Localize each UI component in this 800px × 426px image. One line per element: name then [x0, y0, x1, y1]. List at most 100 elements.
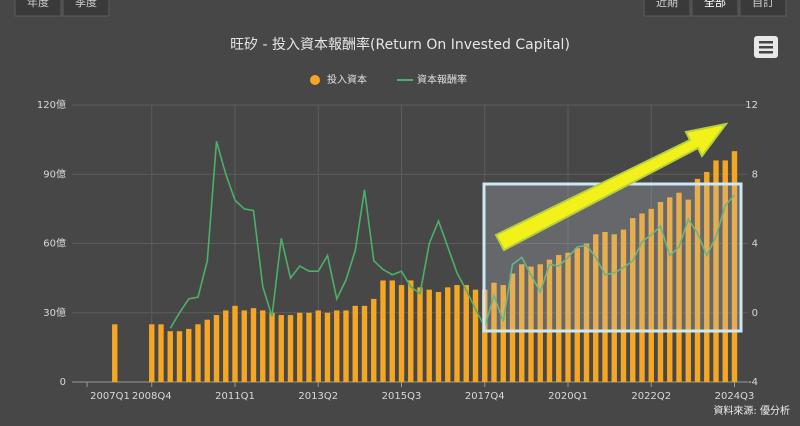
bar: [361, 305, 368, 382]
x-tick-label: 2013Q2: [298, 391, 338, 402]
bar: [306, 312, 312, 382]
bar: [195, 324, 201, 382]
y-tick-label: 30億: [43, 306, 66, 319]
source: 資料來源: 優分析: [713, 404, 790, 417]
bar: [176, 331, 183, 382]
bar: [519, 264, 525, 382]
x-tick-label: 2011Q1: [215, 391, 255, 402]
bar: [657, 201, 664, 382]
legend-label: 資本報酬率: [417, 73, 467, 86]
bar: [278, 315, 284, 382]
range-buttons: 近期 全部 自訂: [643, 0, 787, 17]
menu-icon[interactable]: [754, 36, 778, 58]
bar: [232, 305, 238, 382]
bar: [260, 310, 266, 382]
bar: [685, 199, 691, 382]
bar: [408, 280, 414, 382]
bar: [482, 289, 488, 382]
bar: [509, 273, 516, 382]
button-label: 自訂: [752, 0, 774, 9]
bar: [204, 319, 210, 382]
bar: [574, 248, 580, 382]
bar: [713, 160, 719, 382]
button[interactable]: [739, 0, 787, 17]
bar: [167, 331, 173, 382]
x-tick-label: 2008Q4: [132, 391, 172, 402]
y-tick-label: 90億: [43, 167, 66, 180]
bar: [269, 312, 275, 382]
bar: [472, 289, 479, 382]
y2-tick-label: 12: [745, 100, 758, 111]
bar: [556, 255, 562, 382]
bar: [343, 310, 349, 382]
bar: [213, 315, 220, 382]
bar: [297, 312, 303, 382]
x-tick-label: 2024Q3: [715, 391, 755, 402]
bar: [500, 285, 506, 382]
bar: [611, 234, 617, 382]
bar: [722, 160, 728, 382]
bar: [398, 285, 405, 382]
bar: [537, 264, 543, 382]
bar: [324, 312, 331, 382]
bar: [352, 305, 358, 382]
bar: [676, 192, 682, 382]
bar: [371, 298, 377, 382]
x-tick-label: 2015Q3: [382, 391, 422, 402]
button[interactable]: [14, 0, 62, 17]
bar: [315, 310, 321, 382]
bar: [223, 310, 229, 382]
bar: [565, 252, 571, 382]
bar: [417, 287, 423, 382]
y-tick-label: 120億: [37, 98, 66, 111]
y2-tick-label: -4: [748, 377, 758, 388]
bar: [731, 151, 738, 382]
bar: [241, 310, 247, 382]
y2-tick-label: 8: [752, 169, 758, 180]
bar: [334, 310, 340, 382]
bar: [620, 229, 627, 382]
y2-tick-label: 0: [752, 308, 758, 319]
bar: [380, 280, 386, 382]
y-tick-label: 0: [60, 377, 66, 388]
bar: [287, 315, 294, 382]
button[interactable]: [643, 0, 691, 17]
bar: [639, 213, 645, 382]
x-tick-label: 2020Q1: [548, 391, 588, 402]
bar: [389, 280, 395, 382]
button-label: 全部: [704, 0, 726, 9]
line: [169, 141, 736, 329]
bar: [630, 218, 636, 382]
bar: [546, 259, 553, 382]
button[interactable]: [62, 0, 110, 17]
bar: [445, 287, 451, 382]
chart-title: 旺矽 - 投入資本報酬率(Return On Invested Capital): [230, 36, 570, 53]
button-label: 近期: [656, 0, 678, 9]
x-tick-label: 2017Q4: [465, 391, 505, 402]
bar: [667, 197, 673, 382]
x-tick-label: 2022Q2: [631, 391, 671, 402]
bar: [149, 324, 155, 382]
bar: [593, 234, 599, 382]
button-label: 季度: [75, 0, 97, 9]
bar: [694, 178, 701, 382]
bar: [602, 231, 608, 382]
bar: [426, 289, 432, 382]
bar: [454, 285, 460, 382]
legend-marker: [310, 75, 320, 85]
bar: [583, 243, 590, 382]
annotation: [482, 122, 743, 333]
bar: [704, 171, 710, 382]
period-buttons: 年度 季度: [14, 0, 110, 17]
bar: [463, 285, 469, 382]
y2-tick-label: 4: [752, 239, 758, 250]
bar: [112, 324, 118, 382]
y-tick-label: 60億: [43, 237, 66, 250]
bar: [158, 324, 164, 382]
bar: [186, 328, 192, 382]
bar: [528, 266, 534, 382]
bar: [648, 208, 654, 382]
button[interactable]: [691, 0, 739, 17]
bar: [435, 291, 442, 382]
